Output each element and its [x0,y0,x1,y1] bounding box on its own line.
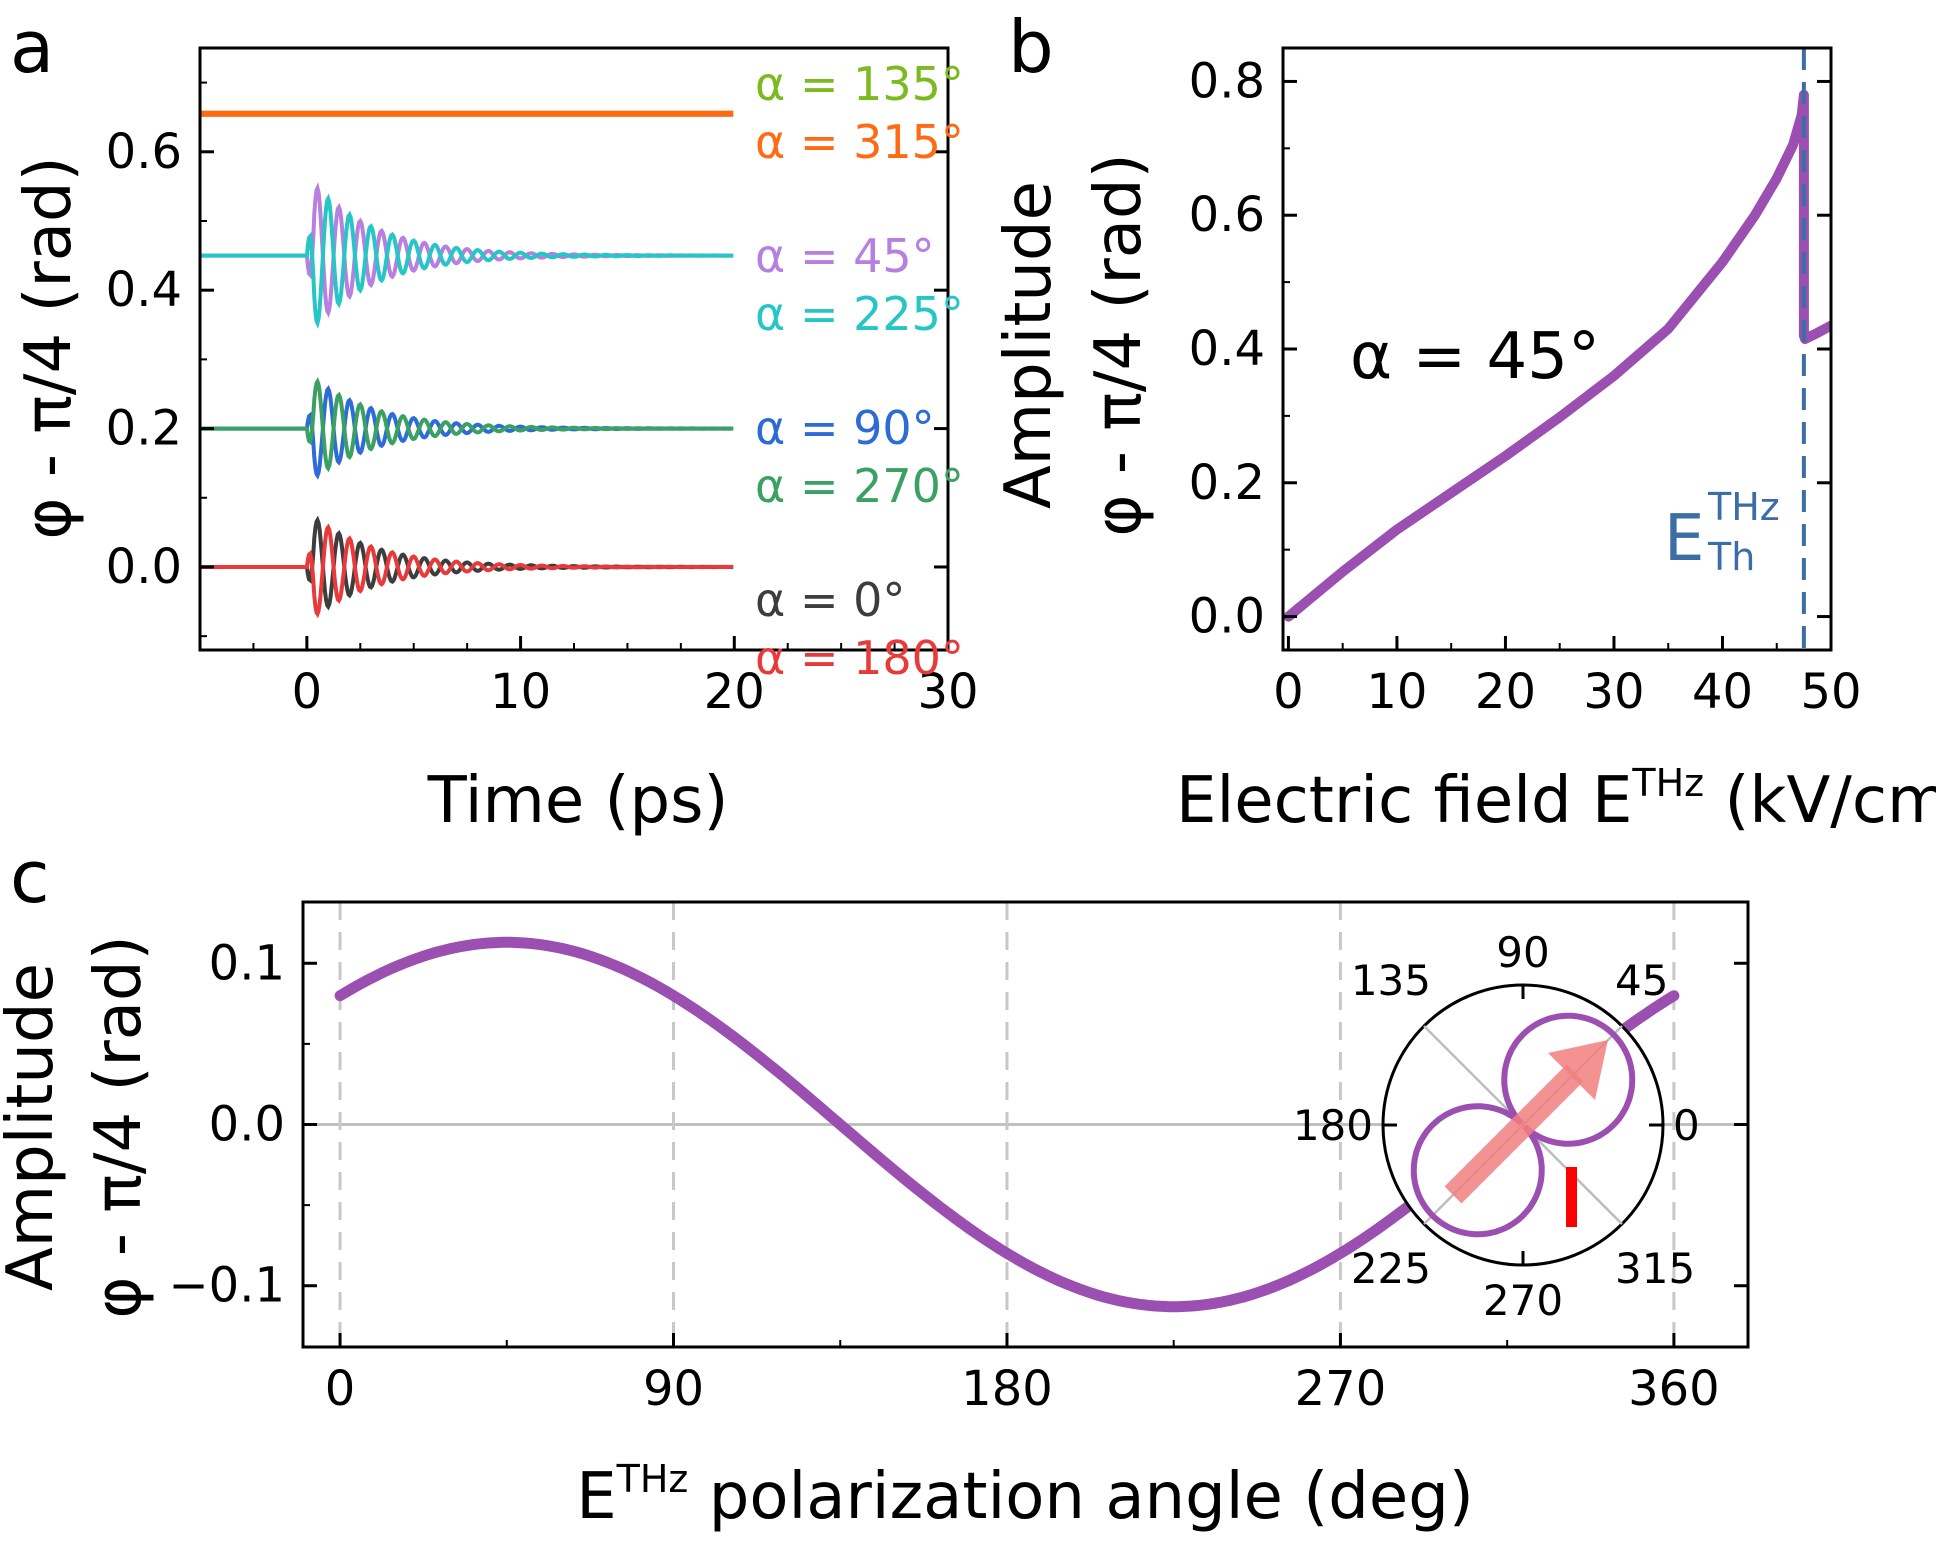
series-line-6 [200,515,734,611]
y-tick-label-0.4: 0.4 [106,262,182,318]
legend-entry-5: α = 270° [755,459,964,513]
threshold-label-sub: Th [1707,535,1755,579]
panel-c-ylabel-2: φ - π/4 (rad) [82,935,156,1318]
x-tick-label-0: 0 [292,664,323,720]
legend-entry-3: α = 225° [755,287,964,341]
polar-angle-label-45: 45 [1615,956,1668,1005]
polar-angle-label-135: 135 [1351,956,1431,1005]
x-tick-label-10: 10 [490,664,551,720]
y-tick-label-0.1: 0.1 [209,935,285,991]
polarization-arrowhead [1548,1040,1608,1100]
y-tick-label-−0.1: −0.1 [168,1258,285,1314]
panel-c-ylabel-1: Amplitude [0,963,68,1291]
x-tick-label-20: 20 [704,664,765,720]
polarization-arrow [1444,1064,1584,1204]
threshold-label: E [1664,502,1704,576]
legend-entry-6: α = 0° [755,573,905,627]
x-tick-label-0: 0 [325,1361,356,1417]
x-tick-label-20: 20 [1475,664,1536,720]
panel-b-ylabel-1: Amplitude [992,181,1066,509]
series-line-4 [200,384,734,480]
y-tick-label-0.0: 0.0 [209,1097,285,1153]
legend-entry-2: α = 45° [755,229,935,283]
x-tick-label-270: 270 [1295,1361,1387,1417]
x-tick-label-30: 30 [917,664,978,720]
panel-a-ylabel: φ - π/4 (rad) [12,156,86,539]
panel-a-label: a [10,5,54,89]
y-tick-label-0.2: 0.2 [106,401,182,457]
panel-b-chart: 0 10 20 30 40 50 0.0 0.2 0.4 0.6 0.8 α = 45° E THz… [992,46,1936,838]
panel-b-xlabel: Electric field ETHz (kV/cm) [1176,761,1936,838]
y-tick-label-0.0: 0.0 [1189,589,1265,645]
polar-angle-label-270: 270 [1483,1276,1563,1325]
red-marker [1566,1167,1577,1227]
x-tick-label-10: 10 [1366,664,1427,720]
legend-entry-1: α = 315° [755,115,964,169]
x-tick-label-30: 30 [1583,664,1644,720]
x-tick-label-40: 40 [1692,664,1753,720]
panel-b-annotation: α = 45° [1350,320,1600,394]
x-tick-label-0: 0 [1273,664,1304,720]
y-tick-label-0.6: 0.6 [106,124,182,180]
panel-b-label: b [1008,5,1054,89]
panel-c-xlabel: ETHz polarization angle (deg) [576,1457,1474,1534]
polar-angle-label-0: 0 [1673,1101,1700,1150]
series-line-7 [200,523,734,619]
x-tick-label-180: 180 [961,1361,1053,1417]
polar-angle-label-225: 225 [1351,1244,1431,1293]
threshold-label-sup: THz [1707,485,1780,529]
polar-angle-label-315: 315 [1615,1244,1695,1293]
legend-entry-4: α = 90° [755,401,935,455]
x-tick-label-50: 50 [1800,664,1861,720]
polar-angle-label-180: 180 [1293,1101,1373,1150]
polar-lobes [1410,1012,1636,1238]
y-tick-label-0.2: 0.2 [1189,455,1265,511]
y-tick-label-0.8: 0.8 [1189,53,1265,109]
panel-a-xlabel: Time (ps) [427,764,729,838]
series-line-3 [200,193,734,329]
x-tick-label-90: 90 [643,1361,704,1417]
x-tick-label-360: 360 [1628,1361,1720,1417]
y-tick-label-0.6: 0.6 [1189,187,1265,243]
y-tick-label-0.4: 0.4 [1189,321,1265,377]
panel-b-ylabel-2: φ - π/4 (rad) [1082,153,1156,536]
panel-c-chart: 0 90 180 270 360 0.1 0.0 −0.1 0 45 90 135 180 225 270… [0,900,1750,1534]
panel-c-label: c [10,835,50,919]
polar-inset: 0 45 90 135 180 225 270 315 [1293,928,1700,1325]
legend-entry-0: α = 135° [755,57,964,111]
panel-a-chart: 0 10 20 30 0.0 0.2 0.4 0.6 α = 135°α = 315° α = … [12,46,979,838]
legend-entry-7: α = 180° [755,631,964,685]
series-line-5 [200,377,734,473]
y-tick-label-0.0: 0.0 [106,539,182,595]
series-line-2 [200,182,734,318]
polar-angle-label-90: 90 [1496,928,1549,977]
